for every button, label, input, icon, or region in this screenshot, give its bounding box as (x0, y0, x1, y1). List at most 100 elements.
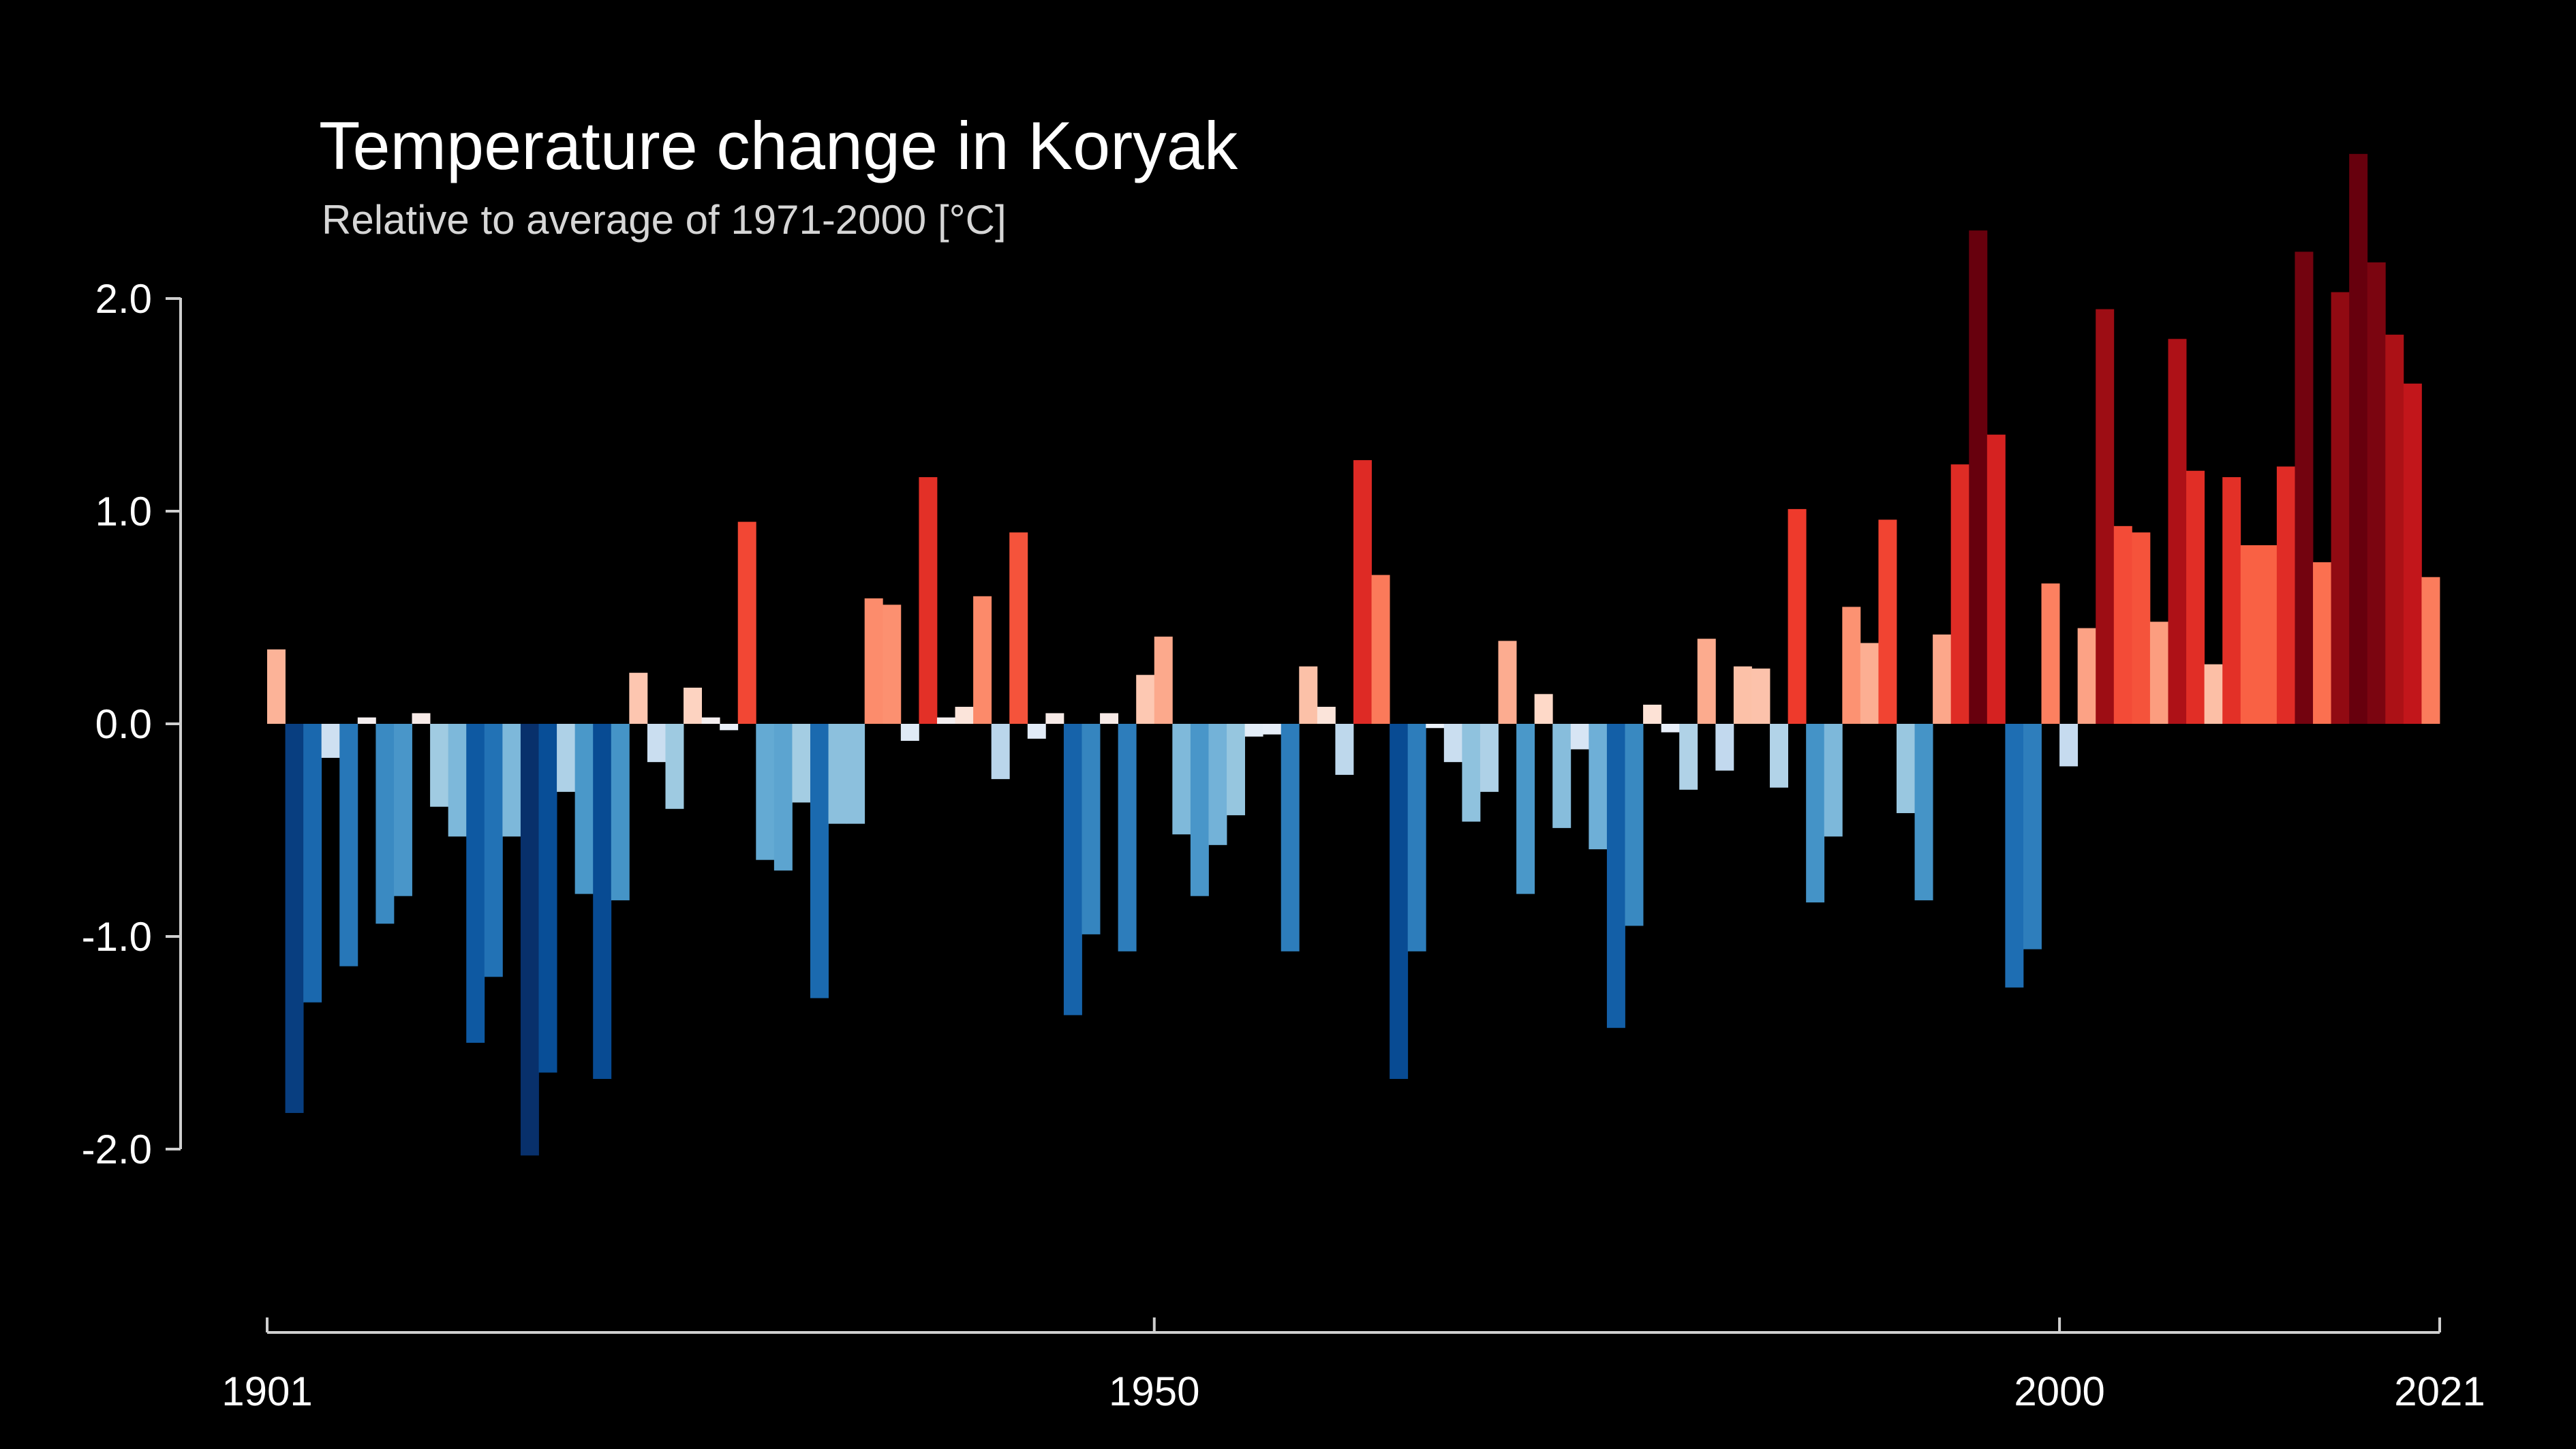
bar-1988 (1842, 607, 1861, 724)
bar-1955 (1244, 724, 1263, 737)
x-tick-label: 1901 (221, 1369, 312, 1414)
bar-1976 (1625, 724, 1644, 926)
bar-1965 (1426, 724, 1445, 729)
bar-1950 (1154, 637, 1173, 724)
bar-1938 (936, 717, 955, 724)
bar-1910 (430, 724, 449, 807)
x-axis-ticks: 1901 1950 2000 2021 (221, 1317, 2485, 1414)
bar-1904 (321, 724, 340, 758)
bar-2015 (2331, 292, 2350, 724)
bar-1951 (1172, 724, 1191, 835)
bar-1986 (1806, 724, 1825, 903)
y-tick-label: 0.0 (95, 701, 152, 747)
bar-1966 (1443, 724, 1462, 763)
bar-1926 (720, 724, 739, 731)
bar-1925 (701, 717, 720, 724)
bar-2012 (2276, 466, 2295, 724)
bar-1996 (1987, 434, 2006, 724)
bar-2003 (2113, 525, 2132, 724)
bar-1957 (1281, 724, 1300, 951)
bar-1967 (1462, 724, 1481, 822)
bar-2002 (2096, 309, 2115, 724)
bar-series (267, 153, 2440, 1156)
bar-1992 (1914, 724, 1933, 900)
bar-2000 (2059, 724, 2079, 767)
bar-1990 (1878, 519, 1897, 724)
bar-1973 (1570, 724, 1589, 750)
bar-1970 (1516, 724, 1535, 894)
bar-2019 (2403, 383, 2422, 724)
x-tick-label: 1950 (1109, 1369, 1199, 1414)
bar-2005 (2149, 622, 2168, 724)
bar-2006 (2168, 339, 2187, 724)
x-tick-label: 2000 (2014, 1369, 2104, 1414)
bar-1968 (1479, 724, 1499, 792)
bar-1953 (1208, 724, 1227, 845)
bar-2004 (2132, 532, 2151, 724)
bar-2009 (2222, 477, 2241, 724)
bar-1921 (629, 673, 648, 724)
bar-1913 (484, 724, 503, 977)
bar-1945 (1063, 724, 1082, 1016)
bar-2018 (2385, 335, 2404, 724)
y-axis-ticks: 2.0 1.0 0.0 -1.0 -2.0 (82, 276, 181, 1172)
bar-1985 (1788, 508, 1807, 724)
bar-2010 (2240, 545, 2259, 724)
bar-1994 (1950, 464, 1969, 724)
bar-1947 (1100, 713, 1119, 724)
bar-1956 (1263, 724, 1282, 735)
bar-1942 (1009, 532, 1028, 724)
bar-1907 (375, 724, 395, 924)
bar-2014 (2313, 562, 2331, 724)
bar-1997 (2005, 724, 2024, 988)
bar-2011 (2258, 545, 2278, 724)
bar-1932 (828, 724, 847, 824)
bar-1977 (1643, 704, 1662, 724)
bar-1982 (1733, 666, 1752, 724)
bar-1912 (466, 724, 485, 1043)
bar-1914 (502, 724, 521, 837)
y-tick-label: -2.0 (82, 1127, 152, 1172)
bar-2020 (2421, 577, 2440, 724)
bar-1983 (1751, 668, 1770, 724)
bar-1971 (1534, 694, 1553, 724)
bar-1928 (756, 724, 775, 860)
bar-1962 (1371, 575, 1390, 724)
x-tick-label: 2021 (2394, 1369, 2485, 1414)
bar-1915 (520, 724, 539, 1156)
bar-1911 (448, 724, 467, 837)
bar-1979 (1679, 724, 1698, 790)
bar-1978 (1661, 724, 1680, 733)
bar-1943 (1027, 724, 1046, 739)
bar-1972 (1552, 724, 1571, 828)
bar-1901 (267, 649, 286, 724)
bar-1995 (1969, 230, 1988, 724)
chart-title: Temperature change in Koryak (319, 108, 1238, 183)
bar-1948 (1118, 724, 1137, 951)
bar-2016 (2349, 153, 2368, 724)
bar-1969 (1498, 641, 1517, 724)
bar-1961 (1353, 460, 1372, 724)
bar-1924 (684, 687, 702, 724)
bar-1930 (792, 724, 811, 803)
bar-1933 (846, 724, 865, 824)
y-tick-label: -1.0 (82, 914, 152, 960)
bar-1934 (864, 598, 883, 724)
bar-1959 (1317, 707, 1336, 724)
bar-1958 (1299, 666, 1318, 724)
bar-1917 (557, 724, 576, 792)
bar-2008 (2204, 664, 2223, 724)
bar-1905 (339, 724, 358, 966)
bar-1935 (883, 605, 902, 724)
y-axis: 2.0 1.0 0.0 -1.0 -2.0 (82, 276, 182, 1172)
bar-1902 (285, 724, 304, 1113)
bar-1918 (574, 724, 594, 894)
bar-1974 (1589, 724, 1608, 850)
bar-1923 (665, 724, 684, 809)
bar-1946 (1082, 724, 1101, 934)
y-tick-label: 2.0 (95, 276, 152, 322)
bar-1980 (1697, 639, 1716, 724)
bar-1999 (2041, 583, 2060, 724)
bar-1916 (538, 724, 557, 1073)
bar-2007 (2186, 470, 2205, 724)
